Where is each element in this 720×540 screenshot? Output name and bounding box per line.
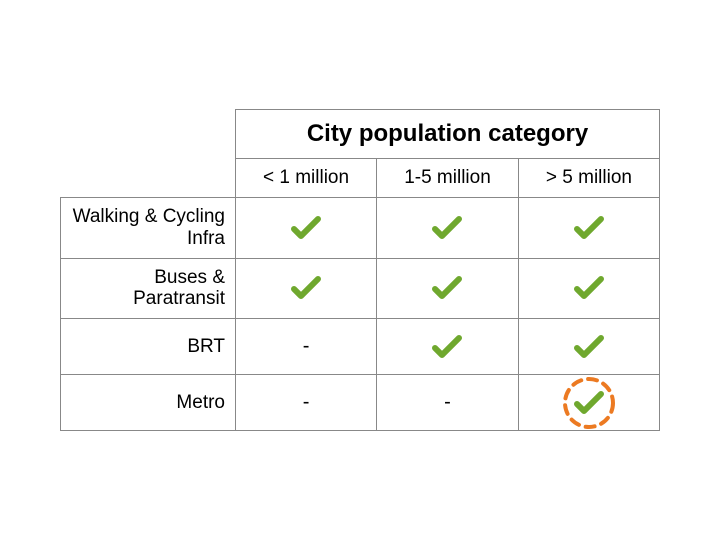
blank-corner bbox=[61, 109, 236, 158]
cell-2-1 bbox=[377, 319, 519, 375]
col-header-2: > 5 million bbox=[518, 158, 659, 197]
table-row: Walking & Cycling Infra bbox=[61, 197, 660, 258]
check-icon bbox=[432, 216, 462, 240]
population-category-table: City population category < 1 million 1-5… bbox=[60, 109, 660, 431]
dash-text: - bbox=[303, 335, 310, 357]
check-icon bbox=[574, 216, 604, 240]
dash-text: - bbox=[444, 391, 451, 413]
row-label-1: Buses & Paratransit bbox=[61, 258, 236, 319]
cell-0-2 bbox=[518, 197, 659, 258]
row-label-3: Metro bbox=[61, 375, 236, 431]
cell-1-0 bbox=[236, 258, 377, 319]
column-header-row: < 1 million 1-5 million > 5 million bbox=[61, 158, 660, 197]
cell-0-0 bbox=[236, 197, 377, 258]
check-icon bbox=[291, 216, 321, 240]
check-icon bbox=[574, 391, 604, 415]
cell-2-0: - bbox=[236, 319, 377, 375]
col-header-1: 1-5 million bbox=[377, 158, 519, 197]
row-label-0: Walking & Cycling Infra bbox=[61, 197, 236, 258]
table-row: BRT - bbox=[61, 319, 660, 375]
cell-0-1 bbox=[377, 197, 519, 258]
cell-3-1: - bbox=[377, 375, 519, 431]
check-icon bbox=[432, 276, 462, 300]
table-row: Buses & Paratransit bbox=[61, 258, 660, 319]
check-icon bbox=[291, 276, 321, 300]
check-icon bbox=[574, 335, 604, 359]
cell-1-1 bbox=[377, 258, 519, 319]
col-header-0: < 1 million bbox=[236, 158, 377, 197]
cell-2-2 bbox=[518, 319, 659, 375]
super-header: City population category bbox=[236, 109, 660, 158]
cell-3-2 bbox=[518, 375, 659, 431]
check-icon bbox=[574, 276, 604, 300]
check-icon bbox=[432, 335, 462, 359]
blank-corner bbox=[61, 158, 236, 197]
row-label-2: BRT bbox=[61, 319, 236, 375]
dash-text: - bbox=[303, 391, 310, 413]
cell-3-0: - bbox=[236, 375, 377, 431]
table-row: Metro - - bbox=[61, 375, 660, 431]
cell-1-2 bbox=[518, 258, 659, 319]
